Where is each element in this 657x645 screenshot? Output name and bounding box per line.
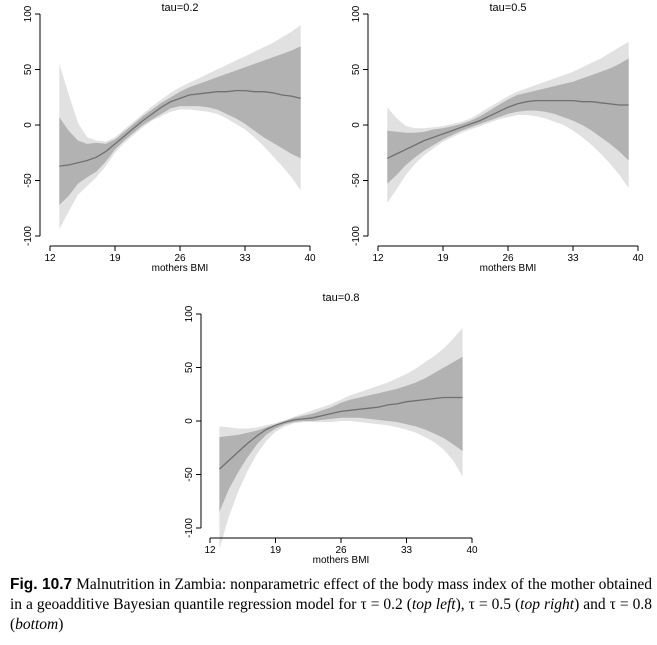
inner-credible-band [387, 58, 629, 184]
caption-tau-3: τ = 0.8 [609, 596, 652, 613]
x-axis-label: mothers BMI [313, 555, 370, 566]
caption-position-2: top right [520, 596, 575, 613]
caption-tau-1: τ = 0.2 [360, 596, 403, 613]
caption-and: and [579, 596, 610, 613]
y-tick-label: 100 [351, 5, 362, 22]
x-tick-label: 19 [270, 545, 282, 556]
x-tick-label: 26 [335, 545, 347, 556]
caption-position-3: bottom [15, 616, 59, 633]
panel-title: tau=0.2 [161, 2, 198, 14]
y-tick-label: -100 [184, 518, 195, 538]
y-tick-label: 50 [23, 64, 34, 76]
x-tick-label: 33 [401, 545, 413, 556]
inner-credible-band [219, 356, 463, 512]
y-tick-label: 50 [184, 362, 195, 374]
x-axis-label: mothers BMI [480, 263, 537, 274]
caption-tau-2: τ = 0.5 [468, 596, 511, 613]
x-tick-label: 19 [109, 253, 121, 264]
outer-credible-band [219, 327, 463, 550]
x-tick-label: 40 [466, 545, 478, 556]
x-tick-label: 33 [567, 253, 579, 264]
x-tick-label: 33 [239, 253, 251, 264]
posterior-mean-line [59, 89, 301, 167]
x-axis-label: mothers BMI [152, 263, 209, 274]
y-tick-label: 0 [23, 122, 34, 128]
y-tick-label: -50 [23, 173, 34, 188]
caption-position-1: top left [411, 596, 456, 613]
y-tick-label: 0 [184, 418, 195, 424]
caption-text: Malnutrition in Zambia: nonparametric ef… [10, 576, 652, 613]
y-tick-label: -100 [351, 226, 362, 246]
y-tick-label: 0 [351, 122, 362, 128]
x-tick-label: 40 [304, 253, 316, 264]
figure-caption: Fig. 10.7 Malnutrition in Zambia: nonpar… [10, 576, 652, 633]
posterior-mean-line [218, 396, 463, 470]
posterior-mean-line [387, 99, 629, 159]
panel-title: tau=0.8 [322, 292, 359, 304]
chart-panel-3: 12 19 26 33 40 -100 -50 0 50 100 mothers BMI tau=0.… [184, 292, 478, 566]
y-tick-label: 100 [23, 5, 34, 22]
x-tick-label: 12 [204, 545, 216, 556]
y-tick-label: -100 [23, 226, 34, 246]
y-tick-label: 100 [184, 305, 195, 322]
x-tick-label: 26 [174, 253, 186, 264]
outer-credible-band [387, 41, 629, 203]
chart-panel-2: 12 19 26 33 40 -100 -50 0 50 100 mothers BMI tau=0.… [351, 2, 644, 274]
panel-title: tau=0.5 [489, 2, 526, 14]
caption-label: Fig. 10.7 [10, 576, 73, 593]
y-tick-label: 50 [351, 64, 362, 76]
x-tick-label: 12 [372, 253, 384, 264]
x-tick-label: 26 [502, 253, 514, 264]
inner-credible-band [59, 46, 301, 205]
x-tick-label: 40 [632, 253, 644, 264]
y-tick-label: -50 [184, 467, 195, 482]
x-tick-label: 19 [437, 253, 449, 264]
y-tick-label: -50 [351, 173, 362, 188]
chart-panel-1: 12 19 26 33 40 -100 -50 0 50 100 mothers BMI tau=0.… [23, 2, 316, 274]
x-tick-label: 12 [44, 253, 56, 264]
